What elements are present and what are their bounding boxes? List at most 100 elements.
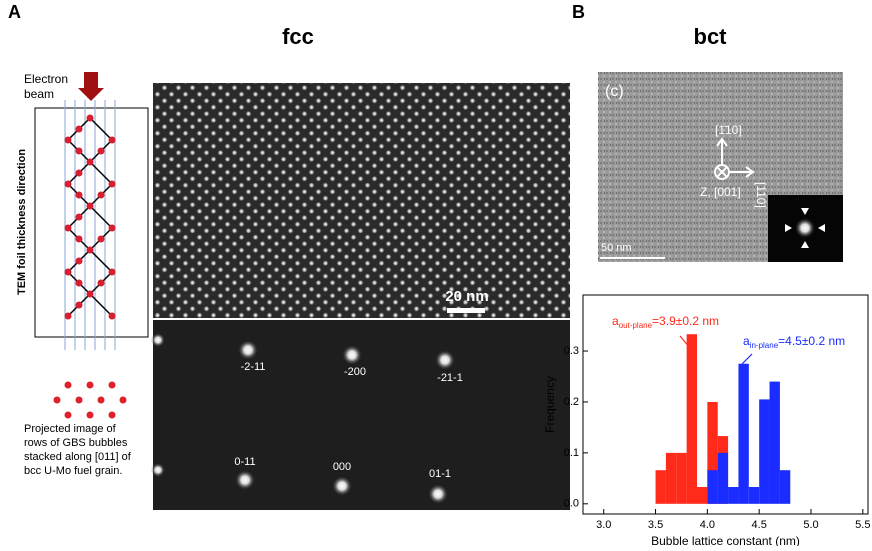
spot-label: 01-1 [429,468,451,480]
diagram [64,100,116,350]
bubble-dot [64,268,72,276]
tem-image [153,83,570,318]
direction-label: Z, [001] [700,185,741,199]
fft-spot [795,218,815,238]
bubble-dot [64,136,72,144]
bar [686,334,697,504]
annotation-text: =4.5±0.2 nm [778,334,845,348]
panel-letter: B [572,2,585,22]
caption-line: rows of GBS bubbles [24,437,128,449]
bar [697,487,708,504]
diffraction-spot [235,470,255,490]
bubble-dot [75,213,83,221]
image-label: (c) [605,83,624,100]
bar [759,399,770,504]
bubble-dot [86,246,94,254]
spot-label: -2-11 [241,361,266,373]
bubble-dot [108,136,116,144]
y-tick-label: 0.1 [564,447,579,459]
bar [707,401,718,504]
beam-label: beam [24,87,54,101]
annotation-base: a [743,334,750,348]
bubble-dot [97,279,105,287]
bubble-dot [108,268,116,276]
bubble-dot [86,202,94,210]
y-tick-label: 0.0 [564,498,579,510]
fft-arrows [785,208,825,248]
bubble-dot [75,235,83,243]
caption-line: Projected image of [24,423,117,435]
x-tick-label: 3.5 [648,519,663,531]
y-tick-label: 0.3 [564,345,579,357]
diffraction-spot [238,340,258,360]
x-tick-label: 4.5 [752,519,767,531]
bubble-dot [108,180,116,188]
bar [655,470,666,504]
bubble-dot [75,125,83,133]
panel-title: bct [694,24,728,49]
bubble-dot [75,169,83,177]
bubble-dot [97,235,105,243]
annotation-arrow [679,335,691,349]
panel-title: fcc [282,24,314,49]
bubble-dot [108,312,116,320]
caption-line: bcc U-Mo fuel grain. [24,465,122,477]
x-tick-label: 4.0 [700,519,715,531]
diffraction-spot [151,333,165,347]
bar [717,452,729,504]
bubble-dot [75,147,83,155]
spot-label: 0-11 [234,456,255,468]
bubble-dot [75,301,83,309]
diffraction-spot [428,484,448,504]
annotation-arrow [741,353,753,365]
scale-label: 20 nm [445,288,488,305]
direction-arrows [714,137,755,180]
beam-arrow [78,72,104,101]
annotation: aout-plane=3.9±0.2 nm [612,314,719,330]
bubble-dot [97,147,105,155]
bubble-dot [75,191,83,199]
diffraction-spot [151,463,165,477]
bubble-dot [86,158,94,166]
diffraction-spot [435,350,455,370]
x-tick-label: 5.5 [855,519,870,531]
x-tick-label: 5.0 [803,519,818,531]
bar [728,487,739,504]
histogram: 3.0 3.5 4.0 4.5 5.0 5.5 0.0 0.1 0.2 0.3 Bubble lat… [543,294,870,548]
bar [676,452,687,504]
bubble-dot [64,312,72,320]
diffraction-spot [332,476,352,496]
axis-label: TEM foil thickness direction [16,149,28,295]
annotation-text: =3.9±0.2 nm [652,314,719,328]
bubble-dot [64,180,72,188]
y-tick-label: 0.2 [564,396,579,408]
bar [707,470,718,504]
spot-label: -200 [344,366,366,378]
diffraction-image [153,320,570,510]
annotation-sub: in-plane [750,341,779,350]
foil-box [34,107,149,338]
bar [738,363,749,504]
bubble-dot [108,224,116,232]
projected-dots [53,381,127,419]
direction-label: [1̄10] [715,123,742,137]
bubble-dot [64,224,72,232]
spot-label: 000 [333,461,351,473]
scale-bar [447,308,485,313]
annotation-base: a [612,314,619,328]
x-tick-label: 3.0 [596,519,611,531]
bar [779,470,791,504]
bar [665,452,677,504]
bubble-dot [97,191,105,199]
caption-line: stacked along [011] of [24,451,132,463]
diffraction-spot [342,345,362,365]
beam-label: Electron [24,72,68,86]
bubble-dot [75,279,83,287]
annotation-sub: out-plane [619,321,653,330]
scale-label: 50 nm [601,242,632,254]
annotation: ain-plane=4.5±0.2 nm [743,334,845,350]
y-axis-title: Frequency [543,376,557,433]
bubble-dot [86,290,94,298]
bar [769,381,780,504]
